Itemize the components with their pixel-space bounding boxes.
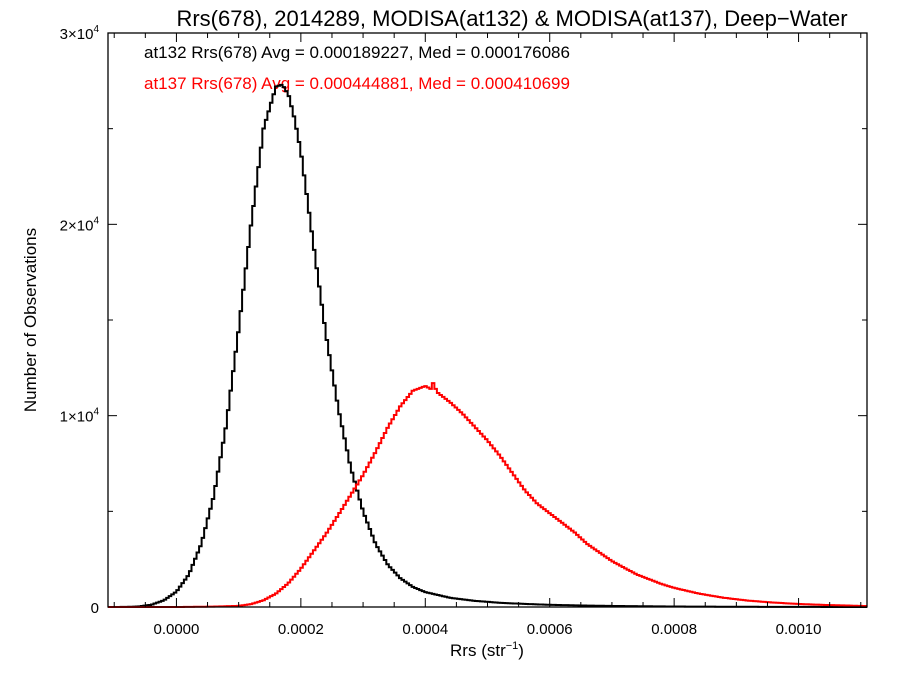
- chart-title: Rrs(678), 2014289, MODISA(at132) & MODIS…: [176, 6, 847, 31]
- x-axis-label: Rrs (str−1): [450, 640, 524, 660]
- x-axis-label-exponent: −1: [506, 640, 519, 652]
- x-tick-label: 0.0008: [651, 621, 697, 638]
- series-line-at132: [108, 83, 867, 608]
- x-tick-label: 0.0006: [527, 621, 573, 638]
- y-tick-label: 0: [91, 600, 99, 617]
- series-annotation-at137: at137 Rrs(678) Avg = 0.000444881, Med = …: [144, 74, 570, 93]
- axis-ticks: 0.0000 0.0002 0.0004 0.0006 0.0008 0.0010 0 1×1…: [60, 24, 867, 638]
- series-line-at137: [108, 382, 867, 608]
- series-annotation-at132: at132 Rrs(678) Avg = 0.000189227, Med = …: [144, 43, 570, 62]
- y-tick-label: 2×104: [60, 215, 100, 234]
- plot-frame: [107, 32, 868, 608]
- y-axis-label: Number of Observations: [21, 228, 40, 412]
- plot-lines: [108, 83, 867, 608]
- x-axis-label-text: Rrs (str: [450, 641, 506, 660]
- y-tick-label: 1×104: [60, 407, 100, 426]
- x-tick-label: 0.0004: [402, 621, 448, 638]
- x-axis-label-close: ): [518, 641, 524, 660]
- y-tick-label: 3×104: [60, 24, 100, 43]
- x-tick-label: 0.0010: [776, 621, 822, 638]
- x-tick-label: 0.0000: [153, 621, 199, 638]
- x-tick-label: 0.0002: [278, 621, 324, 638]
